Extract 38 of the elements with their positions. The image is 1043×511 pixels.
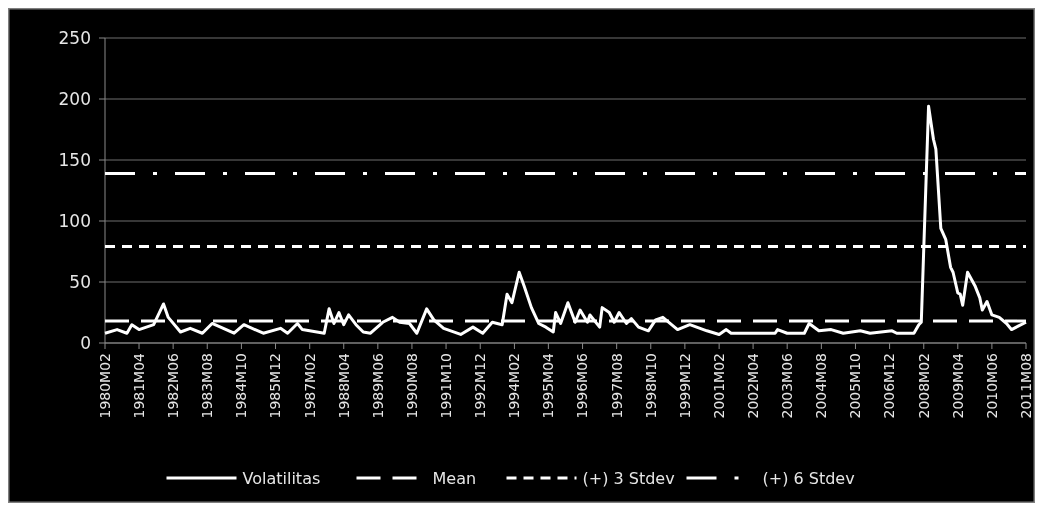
legend-label: (+) 3 Stdev	[582, 468, 675, 488]
y-tick-label: 200	[58, 88, 91, 109]
x-tick-label: 1982M06	[165, 352, 182, 419]
legend-label: Mean	[432, 468, 477, 488]
x-tick-label: 1994M02	[506, 353, 523, 419]
legend-label: (+) 6 Stdev	[762, 468, 855, 488]
x-tick-label: 2004M08	[813, 353, 830, 419]
x-tick-label: 1983M08	[199, 353, 216, 419]
y-tick-label: 100	[58, 210, 91, 231]
x-tick-label: 1981M04	[130, 352, 147, 419]
x-tick-label: 1999M12	[676, 353, 693, 419]
x-tick-label: 1998M10	[642, 353, 659, 419]
x-tick-label: 2010M06	[983, 352, 1000, 419]
x-tick-label: 2006M12	[881, 353, 898, 419]
x-tick-label: 2001M02	[711, 353, 728, 419]
x-tick-label: 1991M10	[437, 353, 454, 419]
x-tick-label: 1987M02	[301, 353, 318, 419]
y-tick-label: 0	[80, 332, 91, 353]
x-tick-label: 2009M04	[949, 352, 966, 419]
x-tick-label: 1990M08	[403, 353, 420, 419]
y-tick-label: 50	[69, 271, 91, 292]
x-tick-label: 2005M10	[847, 353, 864, 419]
y-tick-label: 250	[58, 27, 91, 48]
x-tick-label: 1989M06	[369, 352, 386, 419]
y-tick-label: 150	[58, 149, 91, 170]
x-tick-label: 1992M12	[472, 353, 489, 419]
x-tick-label: 1988M04	[335, 352, 352, 419]
x-tick-label: 2003M06	[779, 352, 796, 419]
x-tick-label: 1984M10	[233, 353, 250, 419]
x-tick-label: 2008M02	[915, 353, 932, 419]
x-tick-label: 1997M08	[608, 353, 625, 419]
x-tick-label: 1980M02	[96, 353, 113, 419]
x-tick-label: 1985M12	[267, 353, 284, 419]
x-tick-label: 2002M04	[744, 352, 761, 419]
x-tick-label: 1996M06	[574, 352, 591, 419]
x-tick-label: 1995M04	[540, 352, 557, 419]
x-tick-label: 2011M08	[1017, 353, 1034, 419]
legend-label: Volatilitas	[242, 468, 321, 488]
